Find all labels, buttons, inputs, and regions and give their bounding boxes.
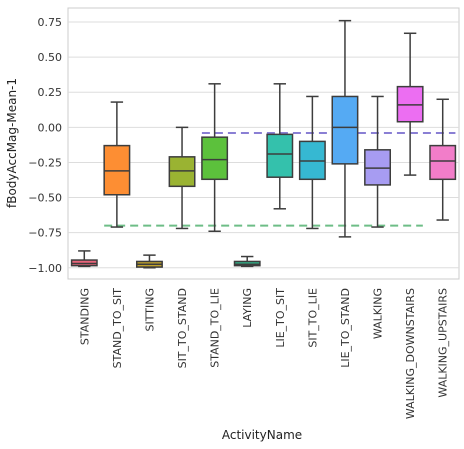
y-tick-label: 0.00 [38, 121, 63, 134]
x-tick-label: WALKING_UPSTAIRS [437, 288, 450, 398]
box-body [266, 133, 294, 178]
box-standing [70, 250, 98, 268]
x-tick-label: STANDING [78, 288, 91, 345]
x-tick-label: WALKING_DOWNSTAIRS [404, 288, 417, 419]
y-tick-labels: 0.75 0.50 0.25 0.00 −0.25 −0.50 −0.75 −1.00 [28, 16, 62, 275]
y-tick-label: −0.75 [28, 227, 62, 240]
box-stand-to-lie [201, 83, 229, 233]
x-tick-labels: STANDING STAND_TO_SIT SITTING SIT_TO_STAND S… [78, 288, 449, 419]
box-walking [364, 95, 391, 228]
x-tick-label: SIT_TO_STAND [176, 288, 189, 368]
x-tick-label: SITTING [143, 288, 156, 331]
x-tick-label: LIE_TO_STAND [339, 288, 352, 368]
box-lie-to-stand [331, 19, 359, 238]
y-tick-label: −0.25 [28, 156, 62, 169]
x-tick-label: LIE_TO_SIT [274, 288, 287, 348]
y-tick-label: −1.00 [28, 262, 62, 275]
box-sit-to-stand [168, 126, 196, 230]
x-tick-label: SIT_TO_LIE [306, 288, 319, 348]
box-walking-upstairs [429, 98, 457, 221]
box-body [201, 136, 229, 181]
y-tick-label: 0.50 [38, 51, 63, 64]
box-stand-to-sit [103, 101, 131, 228]
boxes [70, 19, 457, 269]
box-sitting [136, 254, 163, 269]
plot-area [67, 7, 460, 280]
y-tick-label: 0.25 [38, 86, 63, 99]
box-body [429, 144, 457, 181]
y-tick-label: 0.75 [38, 16, 63, 29]
box-sit-to-lie [298, 95, 326, 230]
x-tick-label: STAND_TO_LIE [209, 288, 222, 368]
x-axis-label: ActivityName [222, 428, 302, 442]
x-tick-label: STAND_TO_SIT [111, 288, 124, 369]
x-tick-label: WALKING [372, 288, 385, 339]
x-tick-label: LAYING [241, 288, 254, 328]
reference-lines [104, 131, 456, 227]
box-walking-downstairs [396, 32, 424, 176]
box-lie-to-sit [266, 83, 294, 210]
y-axis-label: fBodyAccMag-Mean-1 [5, 78, 19, 208]
box-body [331, 95, 359, 165]
box-laying [233, 255, 261, 268]
y-tick-label: −0.50 [28, 192, 62, 205]
y-gridlines [68, 21, 459, 269]
